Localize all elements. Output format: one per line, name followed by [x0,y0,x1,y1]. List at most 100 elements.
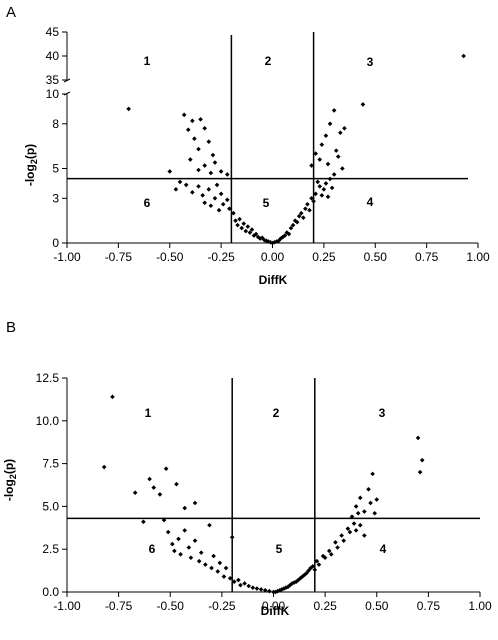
panel-a-data-point [261,237,267,243]
panel-b-data-point [335,545,340,550]
panel-a-data-point [280,234,286,240]
panel-a-data-point [196,167,201,173]
panel-a-region-label: 1 [144,54,151,68]
panel-b-x-tick-label: -1.00 [53,599,81,613]
panel-b-data-point [357,522,363,528]
panel-b-data-point [304,570,309,576]
panel-b-region-label: 2 [273,406,280,420]
panel-a-data-point [331,108,337,113]
panel-a-data-point [181,112,187,118]
panel-a-data-point [227,206,232,212]
panel-b-data-point [370,471,375,477]
panel-a-data-point [296,213,302,219]
panel-a-region-label: 4 [367,195,374,209]
panel-a-data-point [202,125,207,131]
panel-b-data-point [372,510,377,516]
panel-b-data-point [310,564,316,569]
panel-b-data-point [368,500,373,506]
panel-b-chart: B -log2(p) DiffK 0.0 2.5 5.0 7.5 10.0 12.5 -1.… [2,319,492,618]
panel-b-data-point [293,579,299,585]
panel-a-data-point [286,231,292,237]
panel-a-data-point [245,224,251,229]
panel-a-data-point [167,169,173,174]
panel-a-data-point [292,218,298,223]
panel-a-y-tick-label: 40 [46,49,60,63]
panel-b-data-point [182,528,188,533]
panel-a-data-point [253,231,259,237]
panel-b-data-point [172,548,177,554]
panel-a-data-point [233,218,238,223]
panel-b-data-point [186,545,192,550]
panel-b-data-point [254,586,260,591]
panel-b-data-point [355,510,361,516]
panel-b-x-tick-label: 0.50 [365,599,389,613]
panel-b-data-point [246,583,252,589]
panel-b-x-tick-label: -0.50 [157,599,185,613]
panel-a-data-point [202,163,207,168]
panel-b-y-tick-label: 10.0 [36,414,60,428]
panel-a-x-tick-label: -1.00 [53,250,81,264]
panel-b-data-point [291,580,297,585]
panel-b-data-point [339,533,344,538]
panel-a-data-point [224,172,230,177]
panel-b-data-point [196,558,202,564]
panel-b-data-point [165,529,171,535]
panel-b-letter: B [6,319,16,336]
panel-b-data-point [147,476,152,482]
panel-a-x-tick-label: -0.75 [105,250,133,264]
panel-b-y-tick-label: 0.0 [42,585,59,599]
panel-a-data-point [323,181,329,186]
panel-b-data-point [419,457,425,463]
panel-a-data-point [321,187,327,192]
panel-a-y-tick-label: 0 [52,236,59,250]
panel-b-data-point [353,504,359,509]
panel-b-data-point [366,486,371,492]
panel-b-x-tick-label: -0.25 [208,599,236,613]
panel-b-data-point [349,514,355,519]
panel-a-data-point [325,194,331,200]
panel-a-data-point [307,207,312,213]
panel-a-data-point [327,121,333,127]
panel-b-x-tick-label: 0.00 [262,599,286,613]
panel-b-data-point [285,584,291,590]
panel-a-data-point [282,233,288,238]
panel-b-data-point [217,560,223,566]
panel-b-data-point [347,529,353,535]
panel-b-data-point [174,481,179,487]
panel-b-data-point [267,588,272,594]
panel-b-data-point [101,464,107,470]
panel-a-data-point [216,207,222,213]
panel-b-data-point [329,552,334,557]
panel-b-data-point [227,576,233,581]
panel-b-data-point [258,587,264,592]
panel-b-data-point [157,492,163,497]
panel-b-data-point [209,565,214,571]
panel-b-data-point [308,565,313,571]
panel-a-data-point [301,215,306,220]
panel-a-y-tick-label: 8 [52,117,59,131]
panel-a-data-point [196,146,201,152]
panel-b-data-point [203,562,208,567]
panel-a-data-point [185,127,191,133]
panel-a-data-point [188,157,193,162]
panel-a-data-point [190,190,195,195]
panel-a-data-point [183,182,189,188]
panel-a-data-point [220,201,226,207]
panel-a-data-point [313,151,318,156]
panel-a-data-point [239,225,244,231]
panel-b-data-point [207,522,212,528]
panel-b-data-point [170,541,175,547]
panel-b-data-point [236,577,241,583]
panel-b-data-point [250,585,256,591]
panel-a-data-point [212,196,218,201]
panel-a-data-point [323,133,329,139]
panel-b-data-point [176,536,181,542]
panel-a-data-point [200,193,205,198]
panel-b-data-point [110,394,115,400]
panel-a-data-point [319,193,325,198]
panel-a-data-point [218,169,224,174]
panel-b-data-point [415,435,421,441]
panel-a-data-point [317,157,323,162]
panel-b-data-point [316,562,322,567]
